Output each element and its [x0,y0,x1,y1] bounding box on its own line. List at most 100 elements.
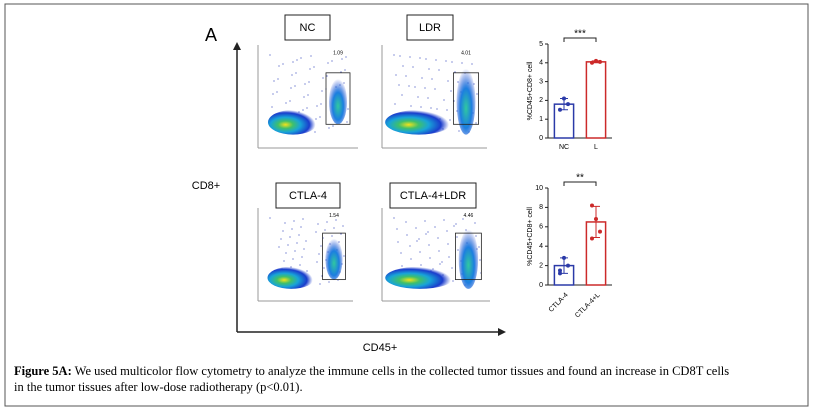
flow-dot [313,66,315,68]
flow-dot [435,59,437,61]
y-tick-label: 6 [539,224,543,231]
flow-dot [415,227,417,229]
flow-density [456,68,476,135]
flow-dot [299,264,301,266]
flow-dot [343,82,345,84]
data-point [594,217,598,222]
flow-dot [293,220,295,222]
flow-dot [347,108,349,110]
flow-dot [419,251,421,253]
y-tick-label: 3 [539,78,543,85]
y-tick-label: 5 [539,41,543,48]
flow-dot [284,222,286,224]
flow-dot [478,246,480,248]
flow-dot [333,227,335,229]
flow-dot [397,241,399,243]
flow-dot [327,62,329,64]
flow-dot [443,99,445,101]
data-point [558,271,562,276]
y-tick-label: 10 [535,185,543,192]
flow-dot [474,222,476,224]
flow-dot [323,267,325,269]
flow-dot [419,57,421,59]
flow-dot [280,238,282,240]
flow-dot [451,61,453,63]
flow-dot [289,100,291,102]
significance: *** [574,29,586,40]
data-point [558,107,562,112]
flow-density [385,266,455,289]
flow-dot [308,81,310,83]
flow-dot [272,93,274,95]
flow-dot [425,233,427,235]
flow-dot [303,248,305,250]
gate [452,72,479,125]
flow-dot [300,57,302,59]
significance-bracket [563,181,597,186]
flow-dot [304,83,306,85]
flow-dot [332,125,334,127]
flow-dot [287,244,289,246]
flow-dot [438,69,440,71]
flow-dot [454,71,456,73]
flow-dot [443,219,445,221]
flow-dot [310,55,312,57]
flow-dot [396,228,398,230]
y-tick-label: 2 [539,262,543,269]
flow-dot [316,105,318,107]
flow-dot [445,60,447,62]
flow-dot [319,116,321,118]
data-point [594,58,598,63]
flow-dot [420,264,422,266]
flow-dot [401,265,403,267]
flow-label: CTLA-4+LDR [400,190,466,202]
flow-dot [296,59,298,61]
caption-cont: in the tumor tissues after low-dose radi… [14,380,303,394]
flow-dot [344,69,346,71]
flow-dot [277,78,279,80]
flow-dot [408,85,410,87]
flow-dot [436,108,438,110]
flow-density [329,78,347,125]
flow-dot [417,96,419,98]
flow-density [267,266,315,289]
caption-text-1: We used multicolor flow cytometry to ana… [75,364,730,378]
flow-dot [342,225,344,227]
flow-dot [326,221,328,223]
data-point [590,236,594,241]
flow-dot [282,230,284,232]
flow-label-box [406,14,454,41]
flow-dot [283,260,285,262]
flow-dot [430,107,432,109]
gate-value: 4.01 [461,51,471,57]
flow-dot [456,236,458,238]
flow-dot [399,55,401,57]
flow-dot [285,102,287,104]
panel-label: A [205,25,217,45]
x-tick-label: NC [559,144,569,151]
y-tick-label: 0 [539,282,543,289]
flow-dot [321,90,323,92]
flow-dot [291,74,293,76]
flow-dot [420,106,422,108]
x-tick-label: L [594,144,598,151]
flow-dot [276,91,278,93]
gate [322,232,346,281]
flow-dot [302,218,304,220]
caption: Figure 5A: We used multicolor flow cytom… [14,364,729,378]
bar [585,61,607,139]
flow-dot [269,217,271,219]
flow-label: NC [300,22,316,34]
flow-dot [453,225,455,227]
y-tick-label: 4 [539,243,543,250]
flow-dot [309,68,311,70]
flow-dot [475,235,477,237]
data-point [562,96,566,101]
flow-dot [324,229,326,231]
flow-dot [303,96,305,98]
flow-dot [292,61,294,63]
flow-dot [341,58,343,60]
flow-dot [455,223,457,225]
data-point [598,59,602,64]
flow-dot [439,263,441,265]
